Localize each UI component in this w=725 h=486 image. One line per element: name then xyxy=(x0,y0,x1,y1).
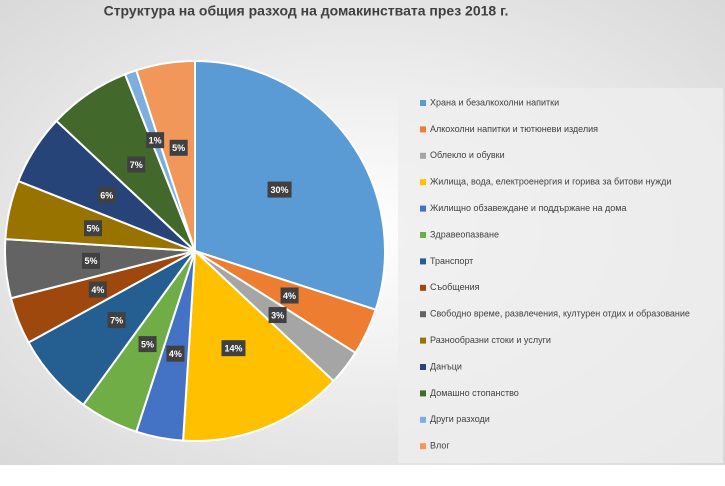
data-label-box xyxy=(127,156,146,173)
legend-marker xyxy=(420,364,426,370)
data-label-box xyxy=(221,340,246,357)
data-label-box xyxy=(84,220,103,237)
data-label-box xyxy=(107,312,126,329)
data-label: 7% xyxy=(130,160,143,170)
data-label: 14% xyxy=(224,344,242,354)
data-label-box xyxy=(88,281,107,298)
data-label: 5% xyxy=(172,143,185,153)
data-label: 5% xyxy=(87,224,100,234)
legend-marker xyxy=(420,284,426,291)
legend-label: Здравеопазване xyxy=(430,229,499,239)
data-label-box xyxy=(267,181,292,198)
legend-label: Свободно време, развлечения, културен от… xyxy=(430,309,690,319)
legend-label: Влог xyxy=(430,441,450,451)
legend-marker xyxy=(420,311,426,318)
data-label: 6% xyxy=(100,190,113,200)
legend-marker xyxy=(420,443,426,450)
legend-marker xyxy=(420,390,426,397)
legend-label: Съобщения xyxy=(430,282,480,292)
legend-marker xyxy=(420,100,426,106)
data-label: 1% xyxy=(149,136,162,146)
data-label-box xyxy=(268,307,287,324)
legend-marker xyxy=(420,205,426,212)
legend-marker xyxy=(420,179,426,186)
data-label: 5% xyxy=(84,256,97,266)
data-label-box xyxy=(169,139,188,156)
legend-label: Алкохолни напитки и тютюневи изделия xyxy=(430,124,598,134)
data-label-box xyxy=(146,132,165,149)
data-label: 30% xyxy=(271,185,289,195)
data-label-box xyxy=(138,336,157,353)
data-label-box xyxy=(166,345,185,362)
legend-label: Данъци xyxy=(430,361,462,371)
legend-label: Облекло и обувки xyxy=(430,150,505,160)
chart-title: Структура на общия разход на домакинства… xyxy=(104,3,509,19)
legend-label: Транспорт xyxy=(430,256,473,266)
data-label: 7% xyxy=(110,315,123,325)
legend-label: Жилища, вода, електроенергия и горива за… xyxy=(430,177,671,187)
data-label: 3% xyxy=(271,310,284,320)
legend-marker xyxy=(420,152,426,159)
pie-slice xyxy=(135,59,196,252)
data-label-box xyxy=(81,252,100,269)
pie-slice xyxy=(182,248,335,442)
legend-marker xyxy=(420,126,426,133)
data-label: 4% xyxy=(91,285,104,295)
data-label: 4% xyxy=(283,291,296,301)
legend-marker xyxy=(420,258,426,265)
legend-label: Други разходи xyxy=(430,414,490,424)
legend-box xyxy=(398,88,723,463)
page-footer xyxy=(0,465,725,481)
data-label-box xyxy=(280,287,299,304)
legend-label: Разнообразни стоки и услуги xyxy=(430,335,551,345)
legend-marker xyxy=(420,337,426,344)
legend-label: Домашно стопанство xyxy=(430,388,519,398)
data-label-box xyxy=(97,187,116,204)
legend-marker xyxy=(420,416,426,423)
legend-marker xyxy=(420,232,426,238)
data-label: 5% xyxy=(141,339,154,349)
legend-label: Жилищно обзавеждане и поддържане на дома xyxy=(430,203,627,213)
data-label: 4% xyxy=(169,349,182,359)
legend-label: Храна и безалкохолни напитки xyxy=(430,97,559,107)
